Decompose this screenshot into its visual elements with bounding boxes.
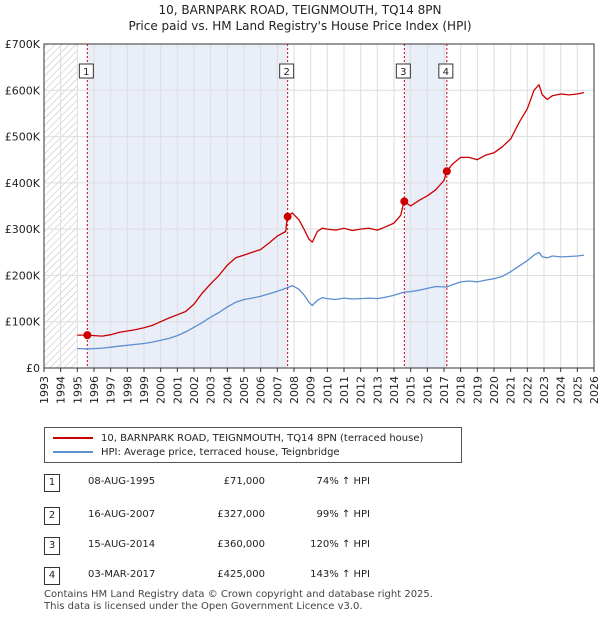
hpi-line: [77, 251, 585, 350]
price-chart: £0 £100K £200K £300K £400K £500K £600K £700K 199…: [5, 38, 600, 404]
sale-price: £71,000: [223, 476, 265, 487]
x-tick-label: 2018: [455, 376, 468, 404]
legend-label-property: 10, BARNPARK ROAD, TEIGNMOUTH, TQ14 8PN …: [101, 432, 424, 444]
x-tick-label: 1995: [71, 376, 84, 404]
footer: Contains HM Land Registry data © Crown c…: [44, 589, 433, 613]
sale-box-label: 1: [83, 67, 89, 78]
x-tick-label: 1999: [138, 376, 151, 404]
footer-copyright: Contains HM Land Registry data © Crown c…: [44, 589, 433, 600]
y-tick-label: £700K: [5, 38, 41, 51]
y-tick-label: £0: [26, 362, 40, 375]
x-tick-label: 2004: [221, 376, 234, 404]
chart-subtitle: Price paid vs. HM Land Registry's House …: [128, 19, 472, 33]
sale-date: 16-AUG-2007: [88, 509, 156, 520]
x-tick-label: 2017: [438, 376, 451, 404]
sale-badge: 2: [44, 507, 60, 525]
x-tick-label: 2011: [338, 376, 351, 404]
legend-swatch-hpi: [53, 451, 93, 453]
legend-label-hpi: HPI: Average price, terraced house, Teig…: [101, 446, 340, 458]
chart-title: 10, BARNPARK ROAD, TEIGNMOUTH, TQ14 8PN: [158, 3, 442, 17]
x-tick-label: 1998: [121, 376, 134, 404]
sale-date: 03-MAR-2017: [88, 569, 156, 580]
y-tick-label: £200K: [5, 269, 41, 282]
sale-hpi-change: 143% ↑ HPI: [310, 569, 370, 580]
y-tick-label: £500K: [5, 131, 41, 144]
sale-hpi-change: 99% ↑ HPI: [316, 509, 370, 520]
x-tick-label: 1993: [38, 376, 51, 404]
x-tick-label: 2025: [571, 376, 584, 404]
sale-hpi-change: 120% ↑ HPI: [310, 539, 370, 550]
footer-licence: This data is licensed under the Open Gov…: [44, 601, 363, 612]
x-tick-label: 1994: [55, 376, 68, 404]
sale-point: [283, 212, 292, 221]
ownership-shade: [87, 44, 288, 368]
x-tick-label: 1997: [105, 376, 118, 404]
y-tick-label: £600K: [5, 84, 41, 97]
sale-box-label: 3: [400, 67, 406, 78]
x-tick-label: 2006: [255, 376, 268, 404]
x-tick-label: 2008: [288, 376, 301, 404]
x-tick-label: 2024: [555, 376, 568, 404]
sale-price: £360,000: [217, 539, 265, 550]
x-tick-label: 2023: [538, 376, 551, 404]
sale-badge: 4: [44, 567, 60, 585]
x-tick-label: 2013: [371, 376, 384, 404]
sale-box: [438, 63, 454, 79]
x-tick-label: 2001: [171, 376, 184, 404]
sale-point: [442, 167, 451, 176]
x-tick-label: 2002: [188, 376, 201, 404]
sale-date: 15-AUG-2014: [88, 539, 156, 550]
x-tick-label: 2015: [405, 376, 418, 404]
x-tick-label: 2026: [588, 376, 600, 404]
sale-box: [395, 63, 411, 79]
property-price-line: [77, 84, 585, 337]
sale-price: £327,000: [217, 509, 265, 520]
sale-box-label: 2: [283, 67, 289, 78]
sale-badge: 3: [44, 537, 60, 555]
sale-hpi-change: 74% ↑ HPI: [316, 476, 370, 487]
legend-item-hpi: HPI: Average price, terraced house, Teig…: [53, 445, 340, 459]
x-tick-label: 1996: [88, 376, 101, 404]
sale-price: £425,000: [217, 569, 265, 580]
x-tick-label: 2020: [488, 376, 501, 404]
legend-swatch-property: [53, 437, 93, 439]
x-tick-label: 2021: [505, 376, 518, 404]
x-tick-label: 2000: [155, 376, 168, 404]
sale-point: [400, 197, 409, 206]
x-tick-label: 2007: [271, 376, 284, 404]
sale-box: [279, 63, 295, 79]
x-tick-label: 2016: [421, 376, 434, 404]
x-tick-label: 2012: [355, 376, 368, 404]
x-tick-label: 2022: [521, 376, 534, 404]
x-tick-label: 2010: [321, 376, 334, 404]
sale-box-label: 4: [443, 67, 449, 78]
plot-border: [43, 43, 595, 369]
x-tick-label: 2014: [388, 376, 401, 404]
sale-box: [78, 63, 94, 79]
sale-badge: 1: [44, 474, 60, 492]
legend-item-property: 10, BARNPARK ROAD, TEIGNMOUTH, TQ14 8PN …: [53, 431, 423, 445]
x-tick-label: 2003: [205, 376, 218, 404]
sale-point: [83, 331, 92, 340]
y-tick-label: £300K: [5, 223, 41, 236]
x-tick-label: 2005: [238, 376, 251, 404]
y-tick-label: £100K: [5, 316, 41, 329]
legend: 10, BARNPARK ROAD, TEIGNMOUTH, TQ14 8PN …: [44, 427, 462, 463]
x-tick-label: 2009: [305, 376, 318, 404]
y-tick-label: £400K: [5, 177, 41, 190]
x-tick-label: 2019: [471, 376, 484, 404]
sale-date: 08-AUG-1995: [88, 476, 156, 487]
